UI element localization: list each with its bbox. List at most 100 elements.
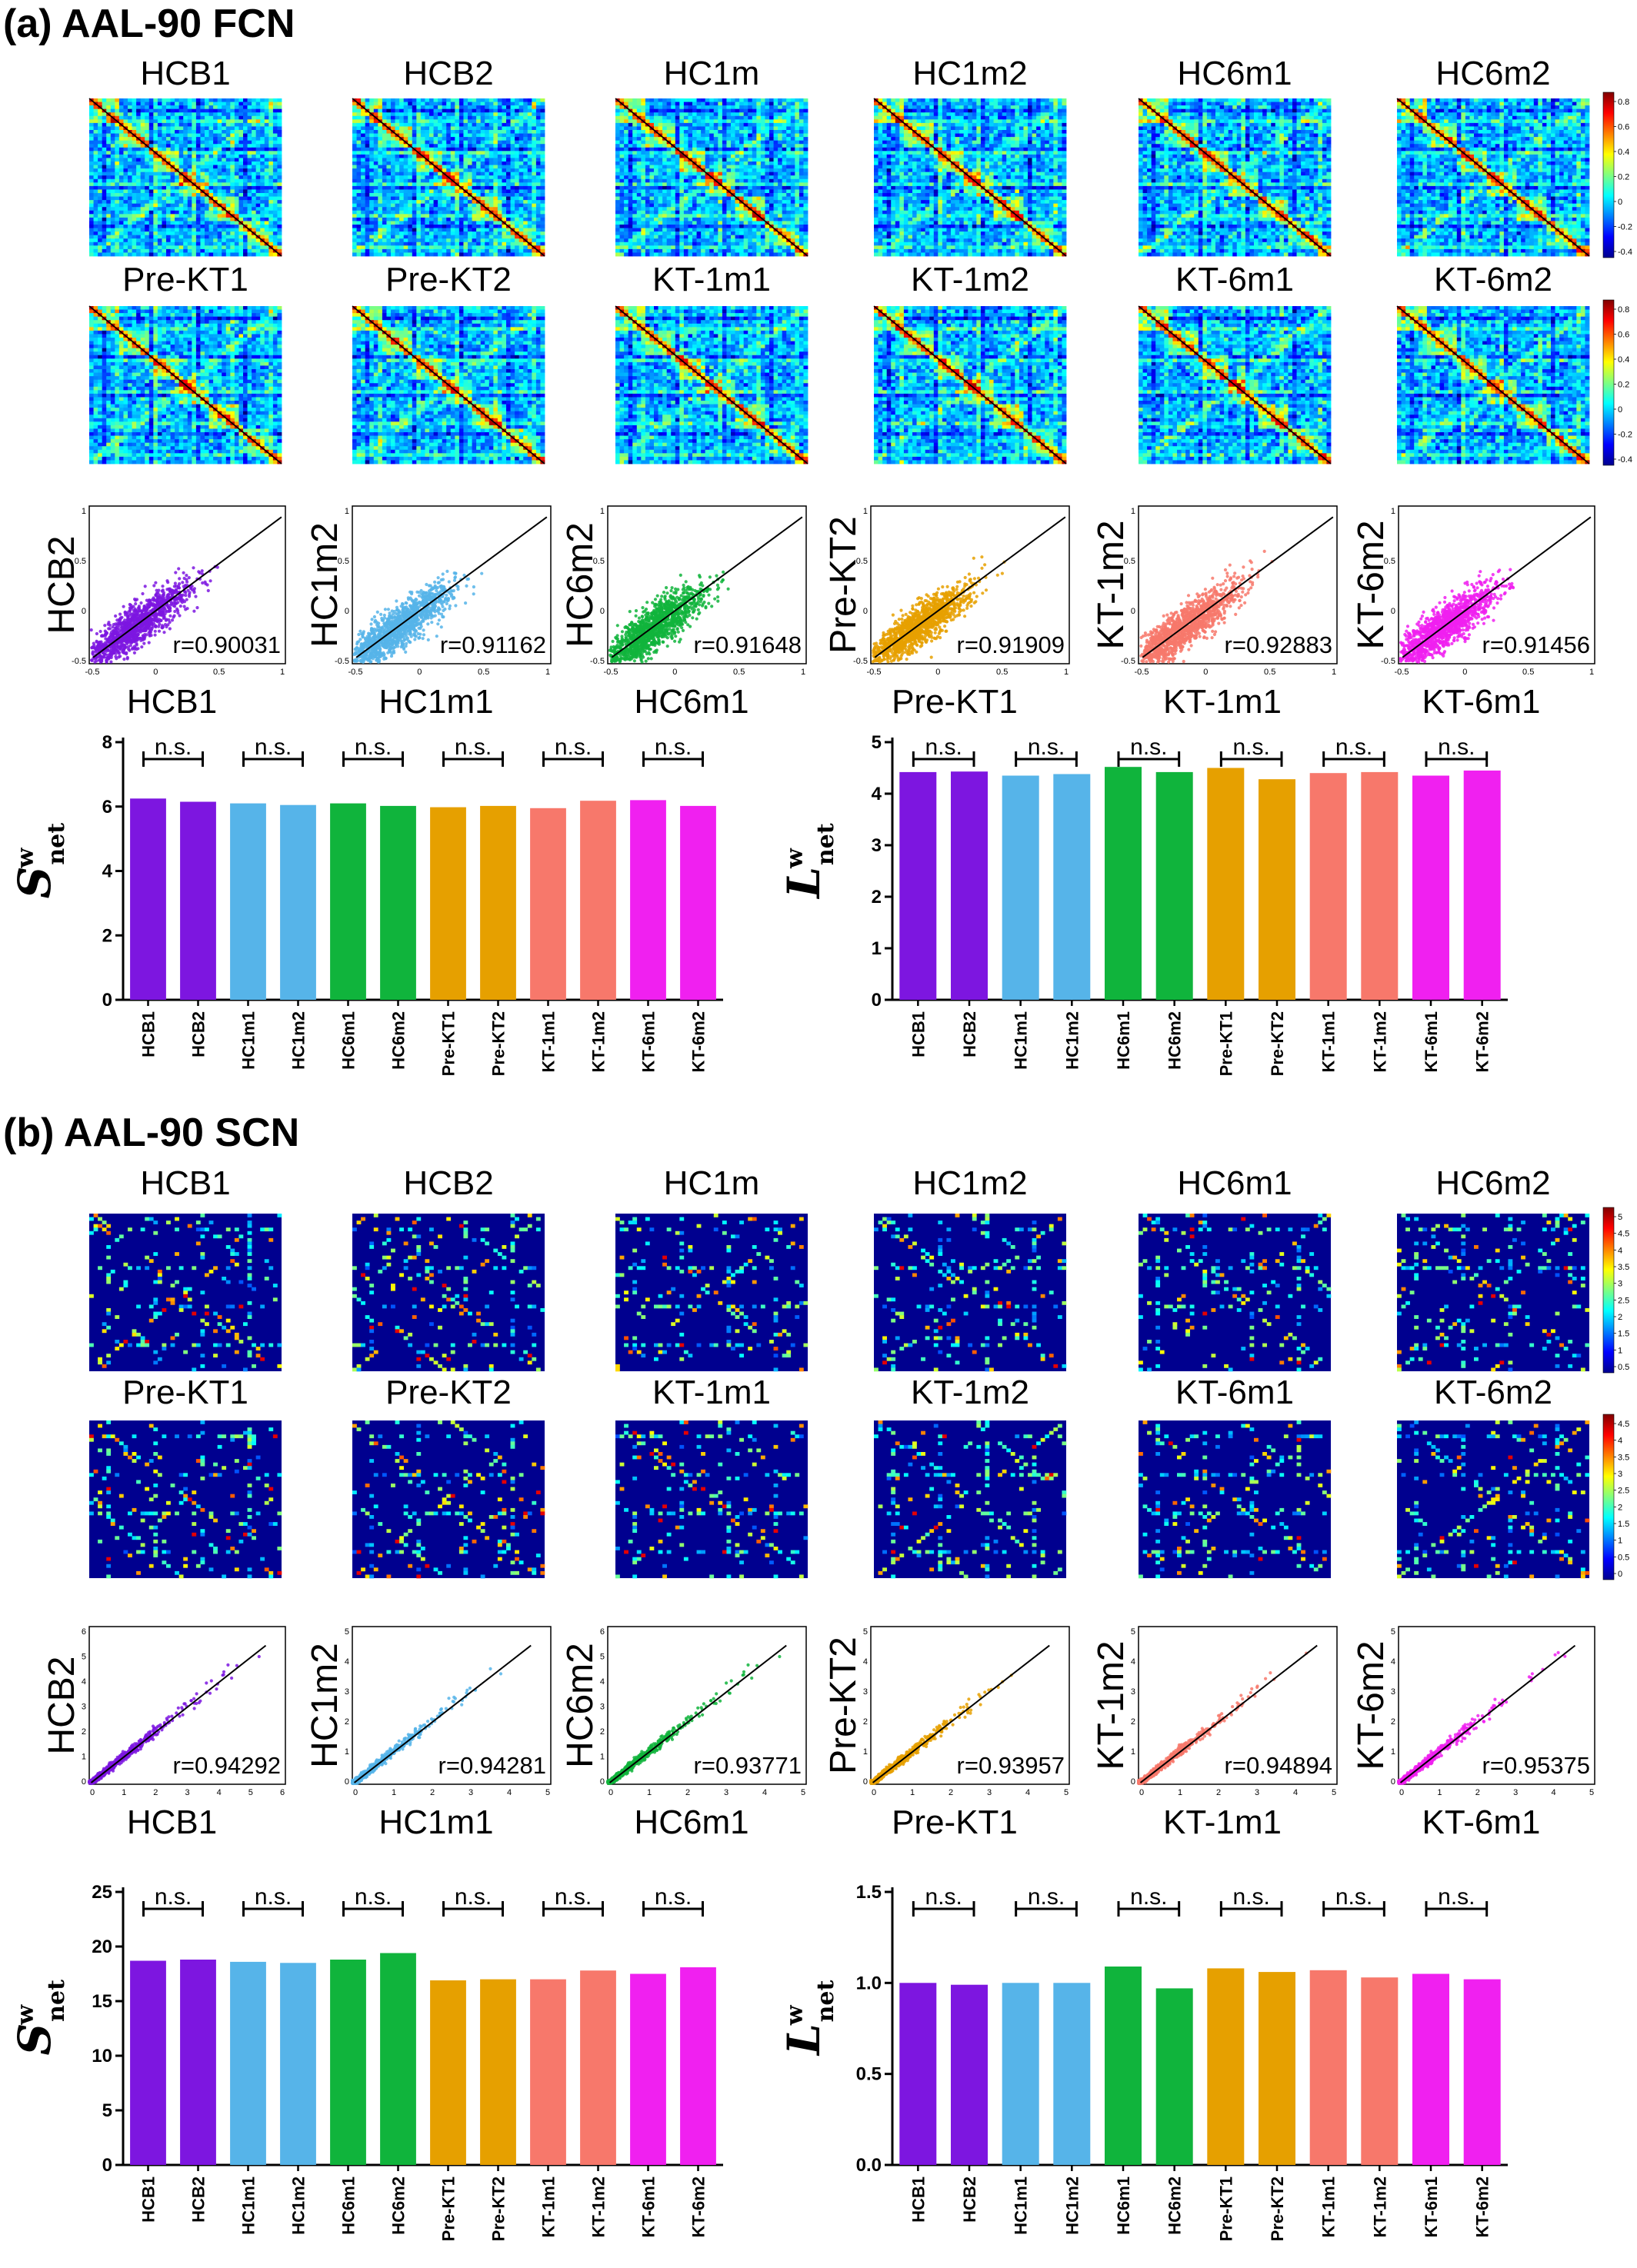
panel-a-scatter-5-xtick: 0.5 (1522, 668, 1534, 677)
panel-b-bar-1-bar-HCB2 (951, 1984, 988, 2165)
panel-b-bar-0-xtick-label: HCB2 (189, 2176, 208, 2223)
panel-b-scatter-2-xtick: 5 (801, 1788, 805, 1797)
panel-b-scatter-1-ytick: 1 (345, 1747, 349, 1757)
panel-a-bar-1-xtick-label: KT-6m2 (1473, 1011, 1492, 1072)
panel-b-bar-1-bar-KT-6m1 (1412, 1973, 1449, 2165)
panel-a-scatter-3-xtick: -0.5 (867, 668, 882, 677)
panel-b-scatter-2-ytick: 6 (600, 1627, 605, 1637)
panel-a-bar-1-bar-KT-6m2 (1463, 770, 1501, 1000)
panel-b-scatter-3-ytick: 2 (863, 1717, 868, 1727)
panel-a-scatter-4-xtick: 0.5 (1264, 668, 1275, 677)
panel-a-scatter-0-ytick: 1 (82, 507, 86, 516)
panel-a-bar-0-xtick-label: Pre-KT1 (439, 1011, 458, 1076)
panel-b-bar-1-xtick-label: KT-6m1 (1422, 2176, 1441, 2237)
panel-a-scatter-1-ytick: -0.5 (335, 657, 349, 666)
panel-a-bar-0-ns-label: n.s. (455, 734, 492, 760)
panel-b-row1-colorbar-tick-label: 1.5 (1618, 1330, 1629, 1339)
panel-a-scatter-4-r-label: r=0.92883 (1225, 631, 1332, 658)
panel-b-bar-1-bar-HC1m1 (1002, 1983, 1039, 2165)
panel-b-scatter-4-ytick: 0 (1131, 1777, 1135, 1787)
panel-a-scatter-5-ytick: 1 (1391, 507, 1395, 516)
panel-a-bar-0-ns-label: n.s. (155, 734, 192, 760)
panel-a-bar-1-ytick-label: 3 (872, 835, 882, 856)
panel-a-scatter-2-ytick: 0 (600, 607, 605, 616)
panel-b-scatter-1-r-label: r=0.94281 (438, 1752, 546, 1779)
panel-b-bar-1-ytick-label: 1.0 (856, 1973, 882, 1993)
panel-b-scatter-4-xtick: 2 (1216, 1788, 1221, 1797)
panel-b-scatter-3-xtick: 3 (987, 1788, 992, 1797)
panel-a-scatter-4-xtick: -0.5 (1135, 668, 1149, 677)
panel-b-scatter-5-xtick: 0 (1399, 1788, 1404, 1797)
panel-a-scatter-xlabel: Pre-KT1 (892, 683, 1018, 721)
panel-a-scatter-5-fit-line (1402, 516, 1592, 658)
panel-b-scatter-3-fit-line (872, 1644, 1050, 1783)
panel-a-scatter-0-xtick: 1 (280, 668, 285, 677)
panel-b-bar-1-bar-Pre-KT1 (1207, 1968, 1245, 2165)
panel-a-scatter-3-ylabel: Pre-KT2 (823, 516, 864, 654)
panel-a-bar-0-bar-KT-1m2 (580, 801, 616, 1000)
panel-b-matrix-label: HC1m2 (912, 1164, 1027, 1202)
panel-b-bar-0-bar-KT-1m1 (530, 1979, 566, 2165)
panel-b-scatter-5-xtick: 3 (1513, 1788, 1518, 1797)
panel-a-bar-1-ns-label: n.s. (925, 734, 962, 760)
panel-a-scatter-5-points (1399, 568, 1515, 664)
panel-b-bar-1-ns-label: n.s. (1232, 1884, 1269, 1910)
panel-a-bar-1-ytick-label: 2 (872, 887, 882, 908)
panel-a-scatter-1-xtick: 0 (417, 668, 422, 677)
panel-b-bar-1-xtick-label: KT-6m2 (1473, 2176, 1492, 2237)
panel-a-bar-1-ytick-label: 0 (872, 990, 882, 1011)
panel-a-scatter-4-xtick: 0 (1203, 668, 1208, 677)
panel-a-scatter-xlabel: HC1m1 (378, 683, 493, 721)
panel-a-scatter-3-xtick: 1 (1064, 668, 1069, 677)
panel-b-row1-colorbar-tick-label: 3 (1618, 1280, 1622, 1289)
panel-a-row2-colorbar-tick-label: -0.2 (1618, 431, 1632, 440)
panel-b-scatter-2-xtick: 4 (762, 1788, 767, 1797)
panel-a-scatter-0-xtick: 0.5 (213, 668, 225, 677)
panel-b-scatter-2-ytick: 5 (600, 1653, 605, 1662)
panel-b-scatter-0-ytick: 3 (82, 1703, 86, 1712)
panel-a-bar-1-xtick-label: HC6m2 (1165, 1011, 1185, 1070)
panel-b-row2-colorbar-tick-label: 1 (1618, 1537, 1622, 1546)
panel-a-heatmap (88, 305, 282, 465)
panel-a-scatter-3-fit-line (874, 516, 1066, 658)
panel-a-bar-0-xtick-label: Pre-KT2 (489, 1011, 508, 1076)
panel-b-scatter-3-ytick: 5 (863, 1627, 868, 1637)
panel-a-bar-0-bar-HCB1 (130, 798, 166, 1000)
panel-a-bar-0-xtick-label: HC6m2 (389, 1011, 408, 1070)
panel-a-scatter-1-points (352, 569, 484, 664)
panel-a-scatter-1-r-label: r=0.91162 (440, 631, 546, 658)
panel-a-row2-colorbar-tick-label: 0.2 (1618, 381, 1629, 390)
panel-b-scatter-1-ytick: 4 (345, 1657, 349, 1667)
panel-b-bar-1-bar-HCB1 (899, 1983, 937, 2165)
panel-a-bar-1-ns-label: n.s. (1028, 734, 1065, 760)
panel-b-heatmap (615, 1420, 808, 1579)
panel-b-bar-0-xtick-label: HCB1 (139, 2176, 158, 2223)
panel-a-bar-0-bar-HC1m1 (230, 803, 266, 1000)
panel-a-bar-0-bar-HC6m2 (380, 805, 416, 1000)
panel-a-matrix-label: HC6m2 (1435, 55, 1550, 92)
panel-a-bar-1-bar-KT-1m1 (1309, 773, 1347, 1000)
panel-b-scatter-3-xtick: 2 (949, 1788, 953, 1797)
panel-b-bar-0-bar-HC6m2 (380, 1953, 416, 2165)
panel-b-bar-1-bar-HC1m2 (1053, 1983, 1091, 2165)
panel-b-bar-1-xtick-label: HC6m1 (1114, 2176, 1133, 2235)
panel-b-bar-0-xtick-label: Pre-KT2 (489, 2176, 508, 2241)
panel-b-scatter-4-r-label: r=0.94894 (1225, 1752, 1332, 1779)
panel-a-scatter-3-xtick: 0 (935, 668, 940, 677)
panel-a-scatter-5-ytick: 0.5 (1384, 557, 1395, 566)
panel-a-bar-0-xtick-label: KT-1m1 (539, 1011, 558, 1072)
panel-b-scatter-0-fit-line (90, 1644, 267, 1783)
panel-a-bar-1-bar-HCB1 (899, 771, 937, 1000)
panel-a-scatter-0-ytick: 0 (82, 607, 86, 616)
panel-b-heatmap (352, 1214, 545, 1372)
panel-b-scatter-1-xtick: 0 (353, 1788, 358, 1797)
panel-a-matrix-label: HC6m1 (1177, 55, 1292, 92)
panel-b-bar-1-ns-label: n.s. (1028, 1884, 1065, 1910)
panel-b-matrix-label: Pre-KT1 (122, 1374, 248, 1411)
panel-a-bar-0-bar-Pre-KT2 (480, 805, 516, 1000)
panel-a-bar-0-xtick-label: HC6m1 (339, 1011, 358, 1070)
panel-a-row1-colorbar-tick-label: 0 (1618, 198, 1622, 207)
panel-a-bar-0-bar-HC6m1 (330, 803, 366, 1000)
panel-a-bar-0-ytick-label: 6 (102, 797, 112, 818)
panel-a-heatmap (615, 98, 808, 257)
